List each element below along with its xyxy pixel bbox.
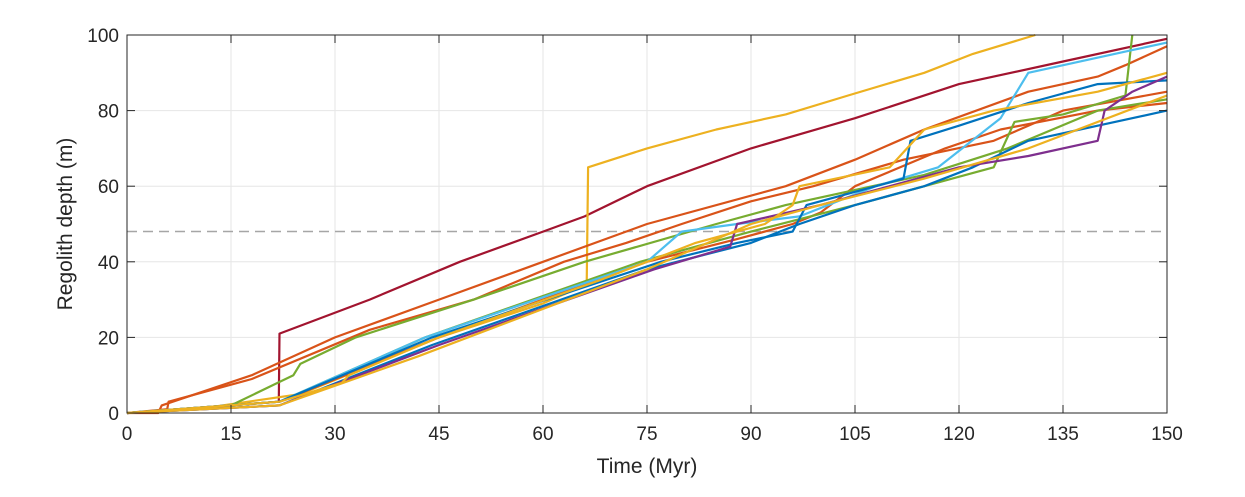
series-line-run-7 (126, 34, 1134, 415)
y-tick-label: 0 (108, 404, 119, 425)
y-axis-label: Regolith depth (m) (54, 138, 77, 311)
series-line-run-13 (126, 94, 1168, 415)
x-tick-label: 15 (220, 424, 241, 445)
x-tick-label: 120 (943, 424, 975, 445)
x-tick-label: 0 (122, 424, 133, 445)
x-tick-label: 150 (1151, 424, 1183, 445)
x-tick-label: 75 (636, 424, 657, 445)
x-tick-label: 30 (324, 424, 345, 445)
x-tick-label: 45 (428, 424, 449, 445)
x-tick-label: 90 (740, 424, 761, 445)
series-line-run-12 (126, 71, 1168, 415)
y-tick-label: 40 (98, 253, 119, 274)
x-tick-label: 135 (1047, 424, 1079, 445)
y-tick-label: 60 (98, 177, 119, 198)
x-tick-label: 105 (839, 424, 871, 445)
series-line-run-1 (126, 37, 1168, 415)
series-group (126, 33, 1168, 415)
y-tick-label: 100 (87, 26, 119, 47)
x-axis-label: Time (Myr) (597, 455, 698, 478)
y-tick-label: 20 (98, 328, 119, 349)
ticks: 0 15 30 45 60 75 90 105 120 135 150 0 20 40 60 80 100 (87, 26, 1183, 445)
series-line-run-2 (126, 33, 1036, 415)
series-line-run-10 (126, 109, 1168, 415)
y-tick-label: 80 (98, 102, 119, 123)
series-line-run-6 (126, 98, 1168, 415)
x-tick-label: 60 (532, 424, 553, 445)
